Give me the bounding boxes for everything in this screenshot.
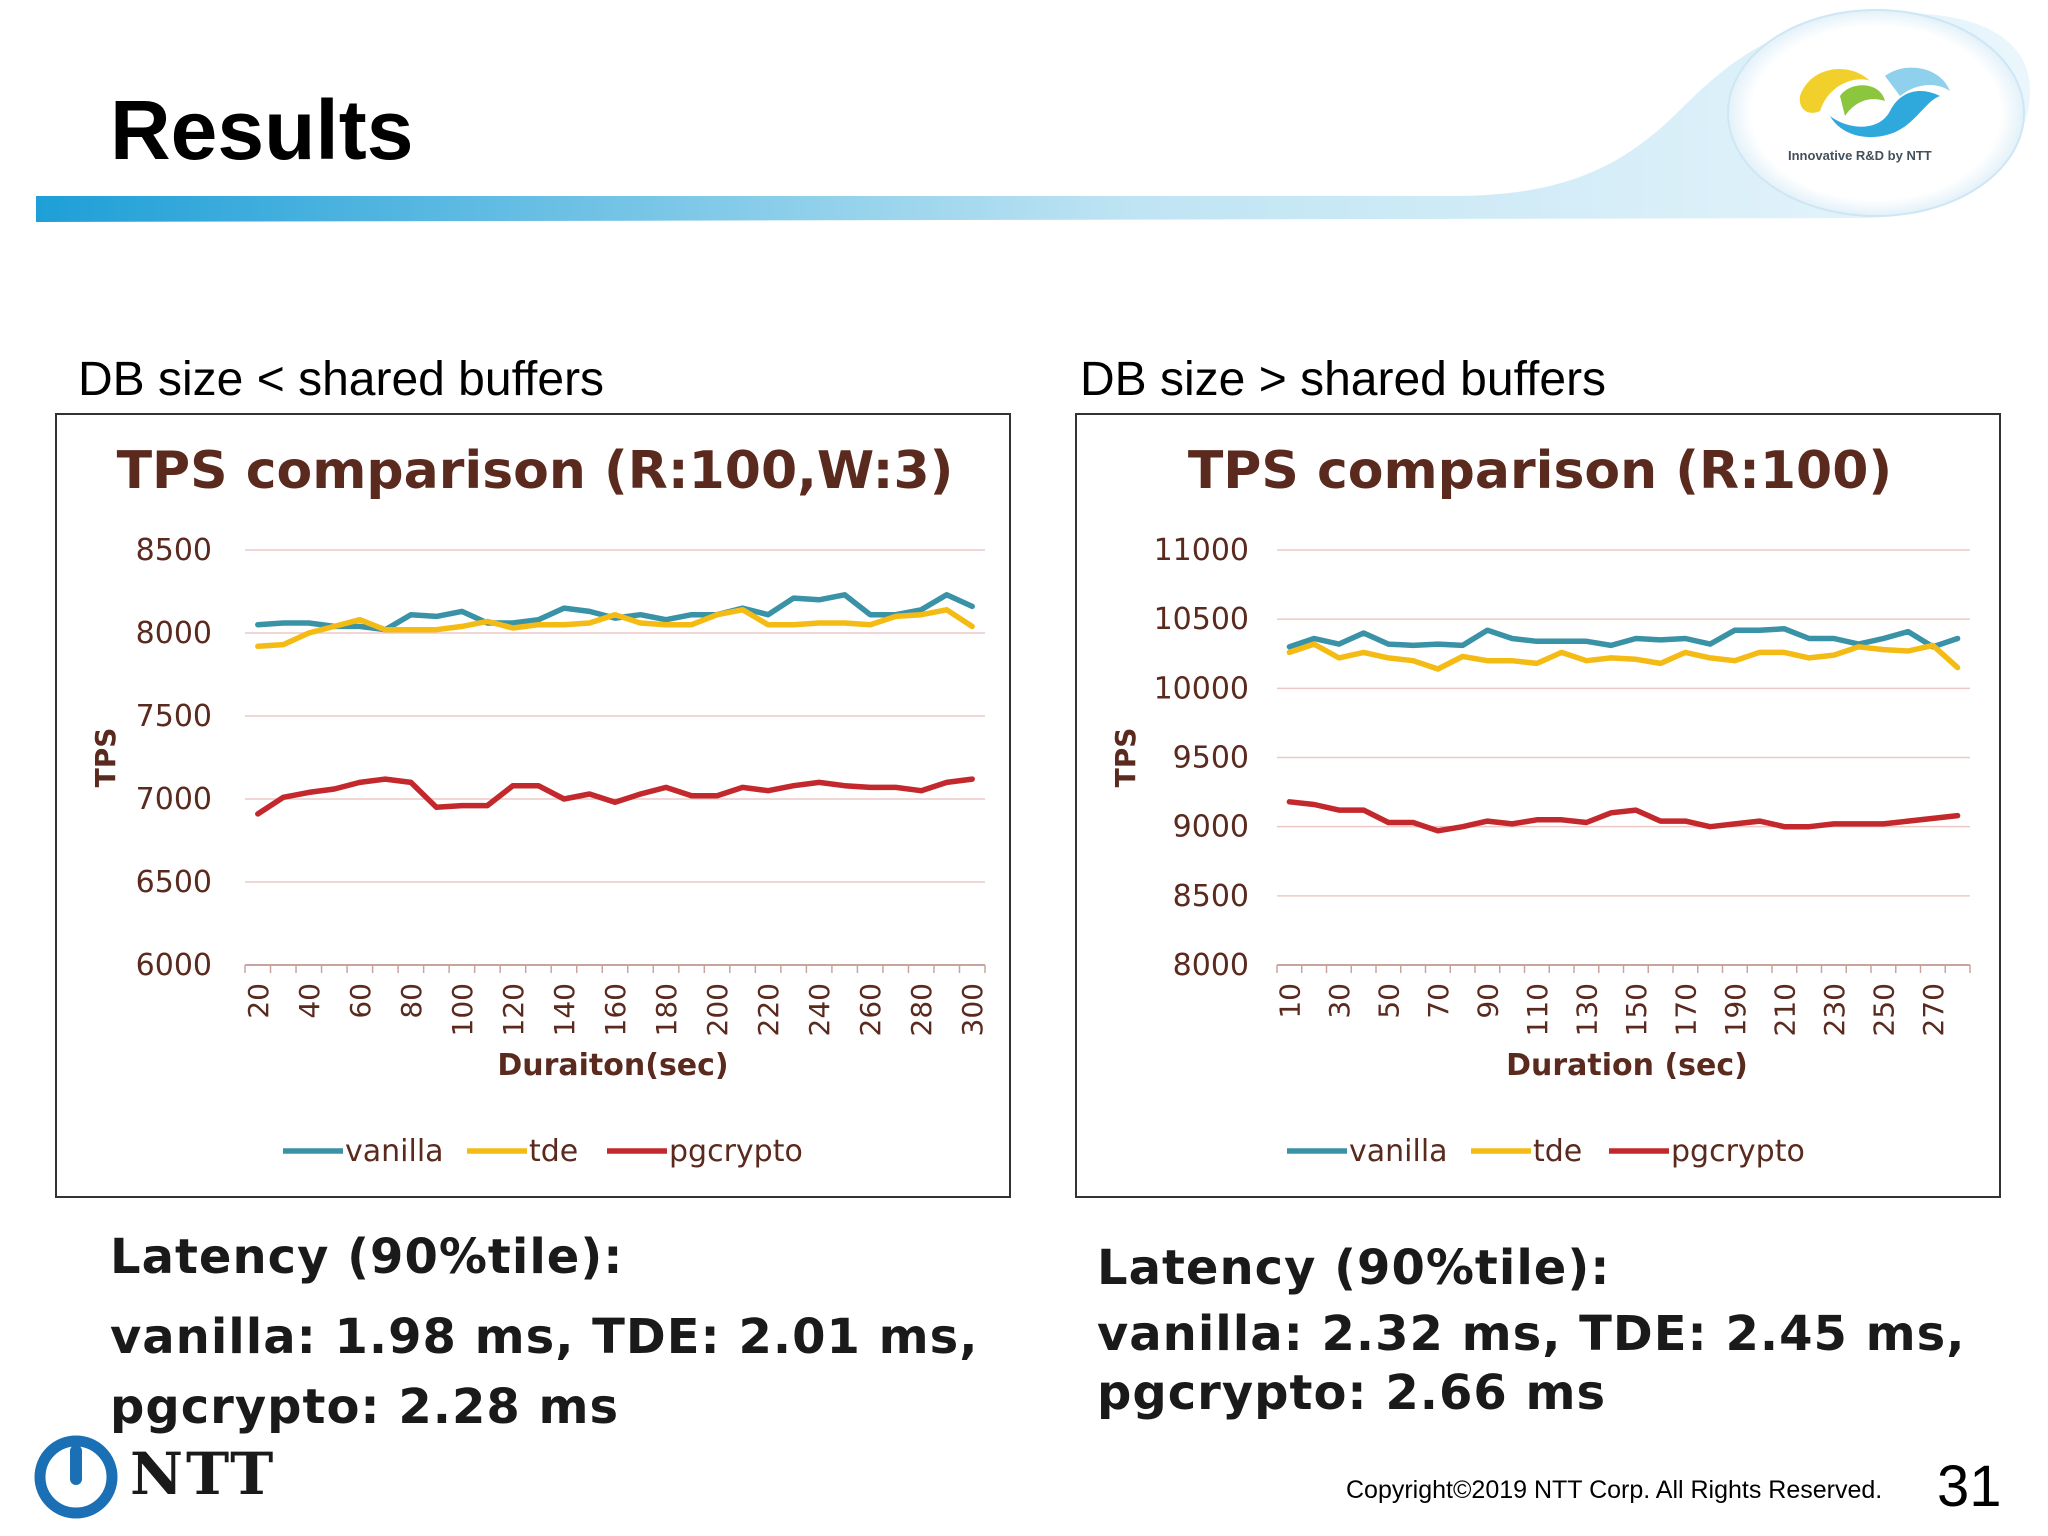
y-tick-label: 8500 <box>1173 879 1249 914</box>
legend-label-tde: tde <box>1533 1134 1582 1169</box>
innovative-rd-logo-icon <box>1790 56 1960 146</box>
series-line-tde <box>255 607 975 650</box>
y-tick-label: 8000 <box>1173 948 1249 983</box>
x-tick-label: 30 <box>1323 983 1356 1019</box>
y-tick-label: 7000 <box>136 782 212 817</box>
chart-title: TPS comparison (R:100) <box>1188 441 1892 501</box>
x-tick-label: 160 <box>599 983 632 1036</box>
y-tick-label: 7500 <box>136 699 212 734</box>
x-tick-label: 210 <box>1768 983 1801 1036</box>
page-number: 31 <box>1937 1454 2002 1519</box>
right-latency-block: Latency (90%tile): vanilla: 2.32 ms, TDE… <box>1097 1233 1965 1421</box>
left-chart-frame: TPS comparison (R:100,W:3) 8500 8000 7500 70… <box>55 413 1011 1198</box>
x-tick-label: 260 <box>854 983 887 1036</box>
y-tick-label: 11000 <box>1154 533 1249 568</box>
x-axis-label: Duraiton(sec) <box>497 1048 728 1083</box>
x-axis-label: Duration (sec) <box>1506 1048 1748 1083</box>
y-axis-label: TPS <box>1109 728 1142 788</box>
series-line-pgcrypto <box>1286 799 1961 834</box>
y-tick-label: 10000 <box>1154 671 1249 706</box>
x-tick-label: 230 <box>1818 983 1851 1036</box>
y-tick-label: 9000 <box>1173 810 1249 845</box>
legend-label-vanilla: vanilla <box>1349 1134 1448 1169</box>
x-tick-label: 270 <box>1917 983 1950 1036</box>
x-tick-label: 70 <box>1422 983 1455 1019</box>
x-tick-label: 20 <box>242 983 275 1019</box>
right-latency-line2: pgcrypto: 2.66 ms <box>1097 1365 1607 1421</box>
series-line-vanilla <box>1286 626 1961 650</box>
x-tick-label: 60 <box>344 983 377 1019</box>
ntt-logo-icon <box>34 1435 118 1523</box>
series-line-pgcrypto <box>255 776 975 817</box>
x-tick-label: 110 <box>1521 983 1554 1036</box>
x-tick-label: 150 <box>1620 983 1653 1036</box>
x-tick-label: 170 <box>1669 983 1702 1036</box>
left-section-label: DB size < shared buffers <box>78 353 605 406</box>
brand-tagline: Innovative R&D by NTT <box>1788 148 1932 163</box>
right-section-label: DB size > shared buffers <box>1080 353 1607 406</box>
left-latency-heading: Latency (90%tile): <box>110 1229 624 1285</box>
legend-label-tde: tde <box>529 1134 578 1169</box>
legend-label-vanilla: vanilla <box>345 1134 444 1169</box>
x-tick-label: 100 <box>446 983 479 1036</box>
y-tick-label: 6500 <box>136 865 212 900</box>
y-tick-label: 8500 <box>136 533 212 568</box>
right-tps-chart: TPS comparison (R:100) 11000 10500 10000 950… <box>1109 441 1971 1169</box>
left-latency-line2: pgcrypto: 2.28 ms <box>110 1379 620 1435</box>
ntt-logo-text: NTT <box>130 1440 277 1508</box>
x-tick-label: 190 <box>1719 983 1752 1036</box>
header-band <box>36 9 2030 222</box>
legend-label-pgcrypto: pgcrypto <box>1671 1134 1805 1169</box>
x-tick-label: 10 <box>1273 983 1306 1019</box>
x-tick-label: 280 <box>905 983 938 1036</box>
right-chart-frame: TPS comparison (R:100) 11000 10500 10000 950… <box>1075 413 2001 1198</box>
x-tick-label: 140 <box>548 983 581 1036</box>
slide-title: Results <box>110 83 414 177</box>
y-tick-label: 6000 <box>136 948 212 983</box>
chart-title: TPS comparison (R:100,W:3) <box>117 441 954 501</box>
x-tick-label: 90 <box>1471 983 1504 1019</box>
x-tick-label: 130 <box>1570 983 1603 1036</box>
series-line-tde <box>1286 641 1961 672</box>
right-latency-heading: Latency (90%tile): <box>1097 1240 1611 1296</box>
x-tick-label: 220 <box>752 983 785 1036</box>
legend-label-pgcrypto: pgcrypto <box>669 1134 803 1169</box>
y-tick-label: 8000 <box>136 616 212 651</box>
x-tick-label: 50 <box>1372 983 1405 1019</box>
y-tick-label: 9500 <box>1173 741 1249 776</box>
x-tick-label: 300 <box>956 983 989 1036</box>
left-tps-chart: TPS comparison (R:100,W:3) 8500 8000 7500 70… <box>89 441 989 1169</box>
x-tick-label: 120 <box>497 983 530 1036</box>
y-axis-label: TPS <box>89 728 122 788</box>
x-tick-label: 250 <box>1867 983 1900 1036</box>
x-tick-label: 40 <box>293 983 326 1019</box>
x-tick-label: 240 <box>803 983 836 1036</box>
left-latency-line1: vanilla: 1.98 ms, TDE: 2.01 ms, <box>110 1309 979 1365</box>
x-tick-label: 80 <box>395 983 428 1019</box>
left-latency-block: Latency (90%tile): vanilla: 1.98 ms, TDE… <box>110 1222 978 1442</box>
right-latency-line1: vanilla: 2.32 ms, TDE: 2.45 ms, <box>1097 1306 1966 1362</box>
x-tick-label: 200 <box>701 983 734 1036</box>
y-tick-label: 10500 <box>1154 602 1249 637</box>
copyright-text: Copyright©2019 NTT Corp. All Rights Rese… <box>1346 1476 1883 1504</box>
x-tick-label: 180 <box>650 983 683 1036</box>
